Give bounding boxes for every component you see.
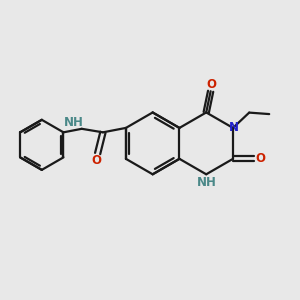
Text: NH: NH (197, 176, 217, 189)
Text: O: O (92, 154, 102, 166)
Text: N: N (229, 121, 239, 134)
Text: O: O (206, 78, 216, 91)
Text: O: O (256, 152, 266, 165)
Text: NH: NH (64, 116, 83, 129)
